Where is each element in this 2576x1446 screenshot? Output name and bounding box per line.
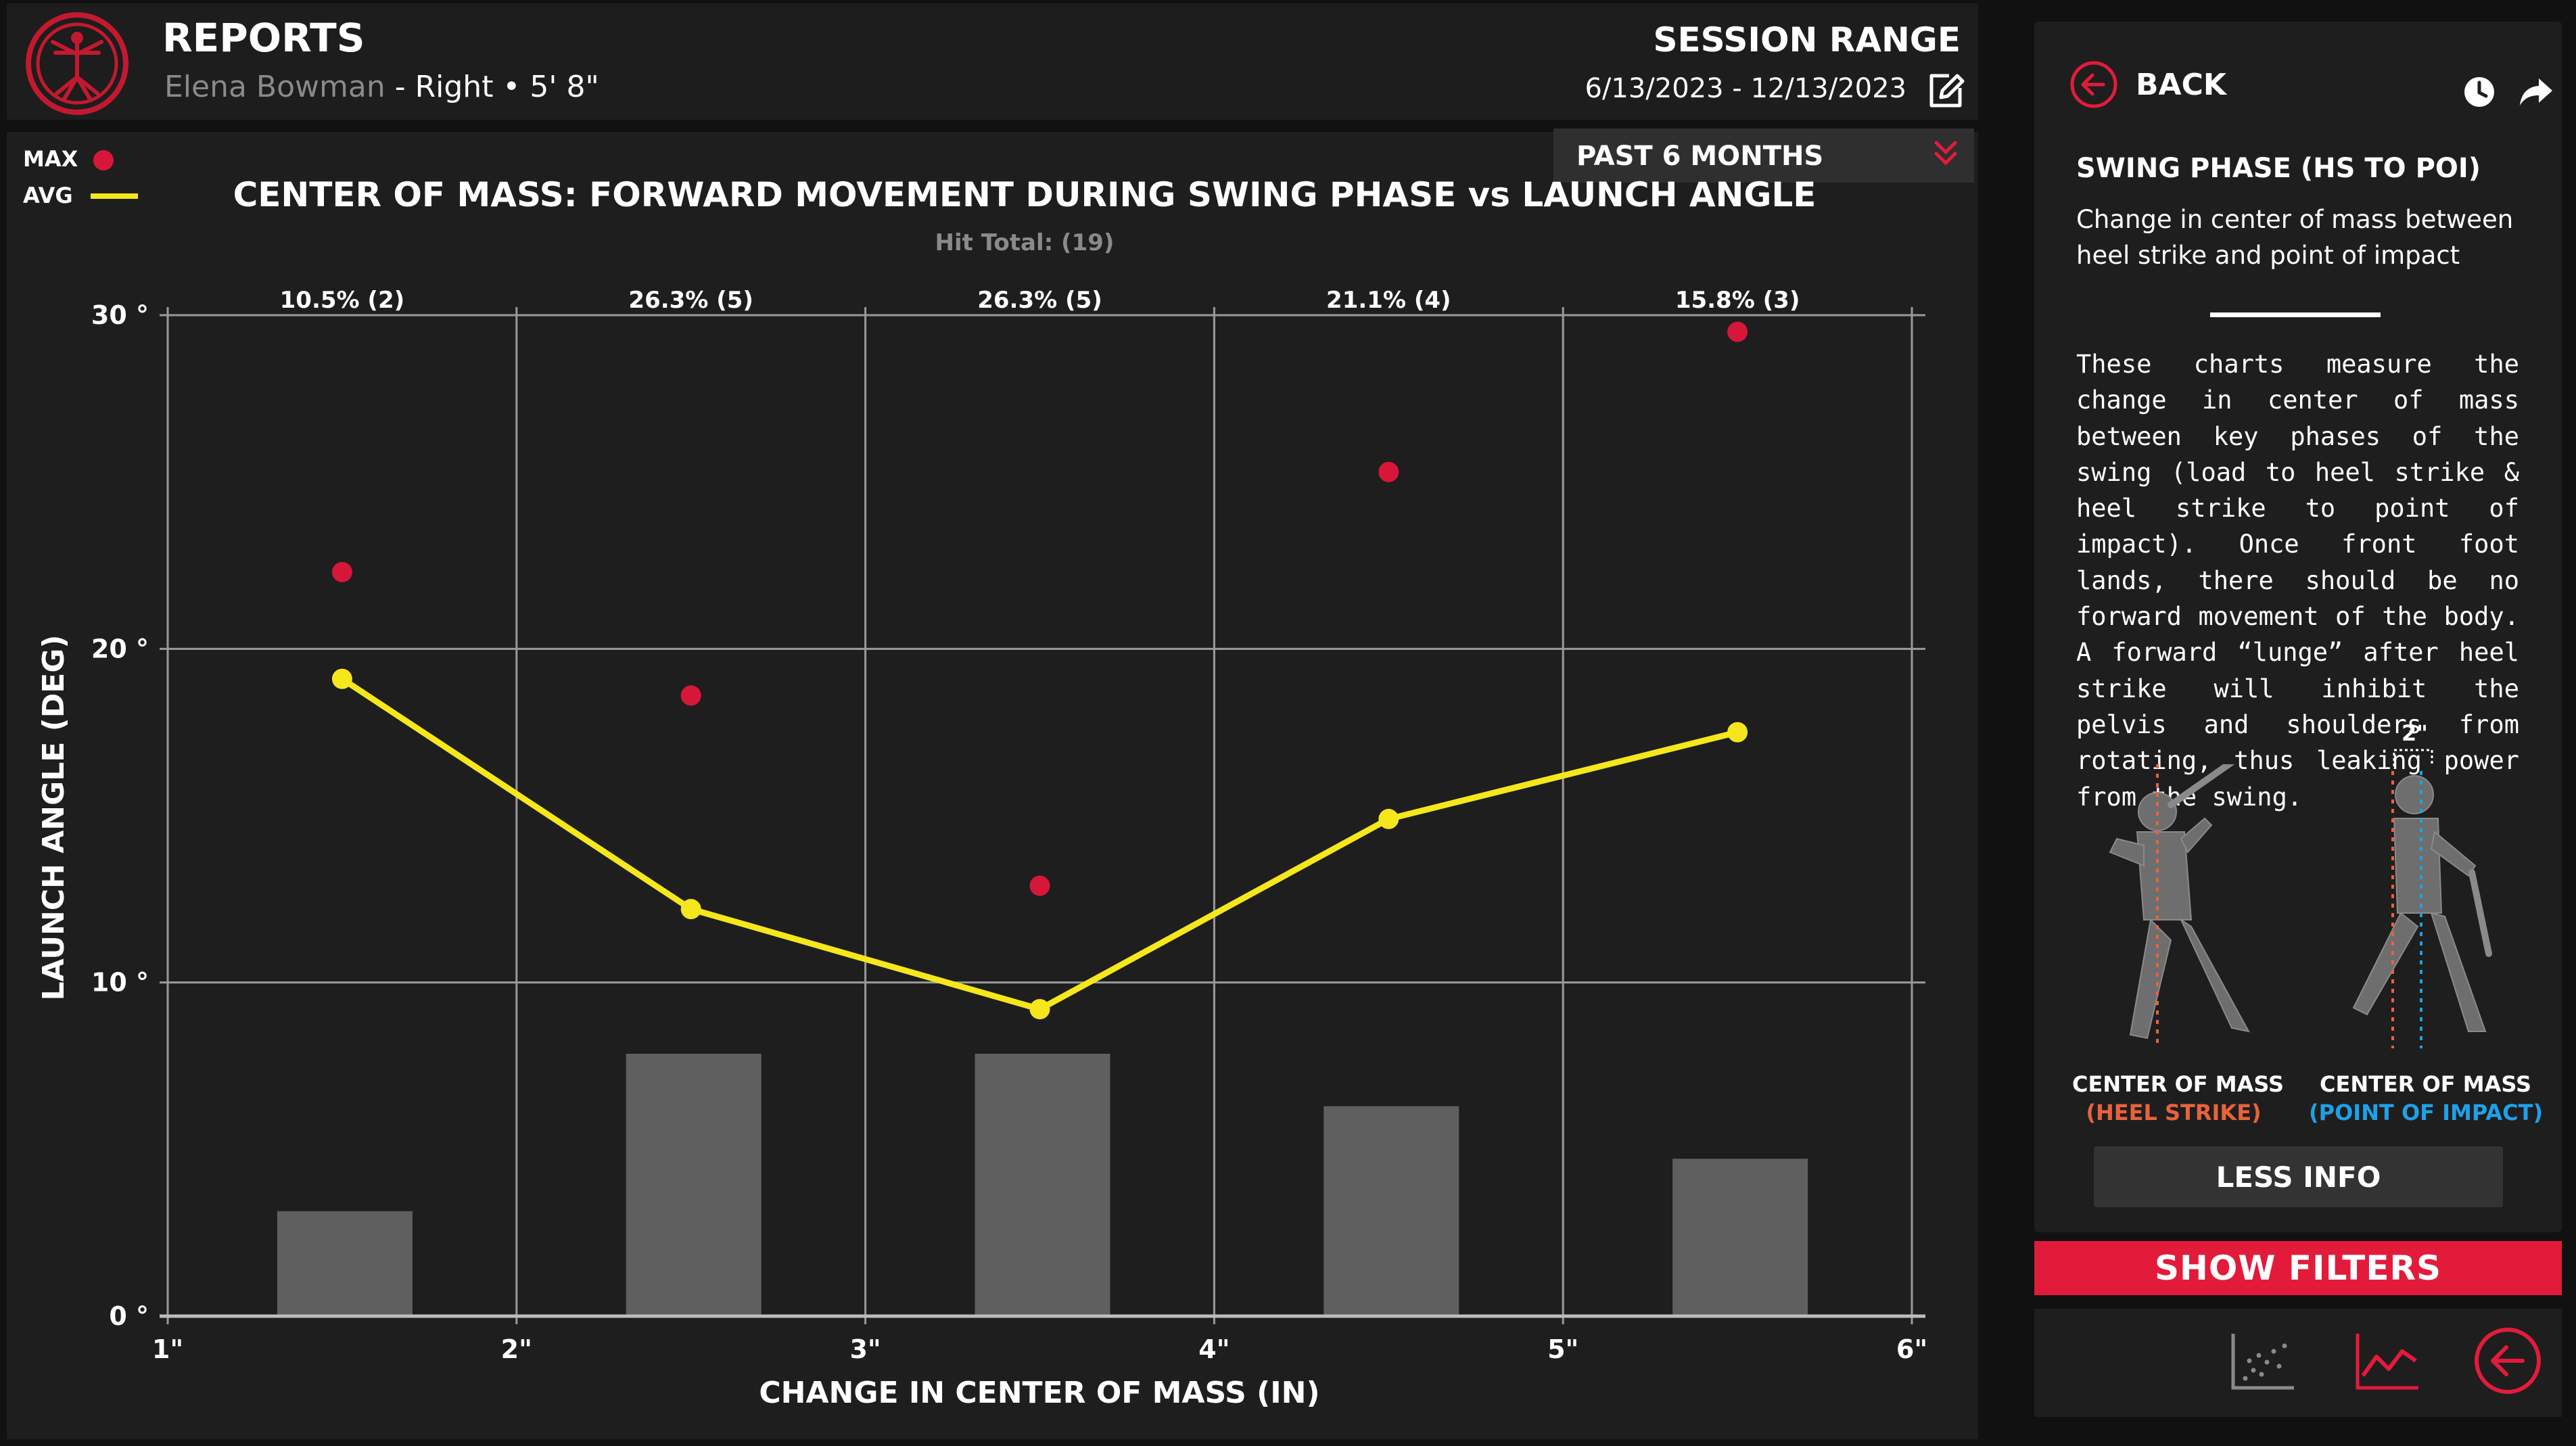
launch-angle-chart: CENTER OF MASS: FORWARD MOVEMENT DURING … xyxy=(37,175,1927,1410)
bin-percent-label: 26.3% (5) xyxy=(977,287,1102,314)
page-title: REPORTS xyxy=(162,15,365,61)
header-bar xyxy=(7,3,1978,120)
avg-point xyxy=(680,899,701,920)
less-info-button[interactable]: LESS INFO xyxy=(2094,1146,2503,1207)
avg-point xyxy=(331,668,352,689)
clock-icon[interactable] xyxy=(2462,74,2497,110)
offset-label: 2" xyxy=(2402,720,2428,746)
max-point xyxy=(1727,321,1748,342)
max-point xyxy=(331,561,352,582)
y-tick-label: 10 ° xyxy=(91,968,149,998)
swing-phase-title: SWING PHASE (HS TO POI) xyxy=(2076,153,2481,184)
legend-avg-label: AVG xyxy=(23,183,73,208)
section-divider xyxy=(2210,312,2381,317)
share-arrow-icon[interactable] xyxy=(2517,74,2555,110)
back-button[interactable]: BACK xyxy=(2068,55,2230,110)
bin-percent-label: 10.5% (2) xyxy=(280,287,405,314)
x-tick-label: 4" xyxy=(1198,1334,1230,1364)
hit-count-bar xyxy=(626,1054,762,1316)
heel-strike-label-sub: (HEEL STRIKE) xyxy=(2086,1100,2262,1125)
back-label: BACK xyxy=(2136,68,2226,102)
avg-point xyxy=(1727,722,1748,743)
x-axis-label: CHANGE IN CENTER OF MASS (IN) xyxy=(759,1376,1319,1410)
avg-point xyxy=(1378,808,1399,829)
offset-bracket xyxy=(2393,749,2433,766)
avg-series-line xyxy=(340,676,1739,1012)
heel-strike-label-title: CENTER OF MASS xyxy=(2072,1071,2285,1097)
player-info-line: Elena Bowman - Right • 5' 8" xyxy=(164,70,599,104)
point-of-impact-label-sub: (POINT OF IMPACT) xyxy=(2309,1100,2544,1125)
range-dropdown-value: PAST 6 MONTHS xyxy=(1576,141,1824,172)
point-of-impact-label: CENTER OF MASS (POINT OF IMPACT) xyxy=(2309,1070,2544,1127)
hit-count-bar xyxy=(277,1211,413,1316)
x-tick-label: 2" xyxy=(501,1334,532,1364)
session-range-label: SESSION RANGE xyxy=(1653,20,1961,60)
bin-percent-label: 21.1% (4) xyxy=(1326,287,1451,314)
bin-percent-label: 15.8% (3) xyxy=(1675,287,1800,314)
hit-count-bar xyxy=(1324,1106,1459,1316)
hit-count-bar xyxy=(975,1054,1110,1316)
vitruvian-logo-icon xyxy=(26,12,128,115)
scatter-plot-icon[interactable] xyxy=(2229,1331,2297,1392)
bin-percent-label: 26.3% (5) xyxy=(628,287,753,314)
y-tick-label: 30 ° xyxy=(91,300,149,330)
legend-avg-line xyxy=(91,193,138,199)
batter-point-of-impact-figure xyxy=(2352,771,2492,1048)
info-description: These charts measure the change in cente… xyxy=(2076,350,2519,812)
player-name: Elena Bowman xyxy=(164,70,385,104)
back-arrow-circle-icon[interactable] xyxy=(2473,1326,2543,1396)
point-of-impact-label-title: CENTER OF MASS xyxy=(2319,1071,2532,1097)
legend-max-label: MAX xyxy=(23,146,78,172)
chevron-down-double-icon xyxy=(1934,141,1957,166)
legend-max-dot xyxy=(93,150,114,170)
show-filters-button[interactable]: SHOW FILTERS xyxy=(2034,1241,2562,1295)
y-tick-label: 0 ° xyxy=(109,1301,149,1331)
chart-subtitle: Hit Total: (19) xyxy=(935,229,1115,256)
x-tick-label: 3" xyxy=(849,1334,881,1364)
player-details: - Right • 5' 8" xyxy=(385,70,599,104)
line-chart-icon[interactable] xyxy=(2353,1331,2421,1392)
x-tick-label: 6" xyxy=(1896,1334,1927,1364)
max-point xyxy=(1378,461,1399,482)
heel-strike-label: CENTER OF MASS (HEEL STRIKE) xyxy=(2072,1070,2285,1127)
y-tick-label: 20 ° xyxy=(91,634,149,663)
edit-icon[interactable] xyxy=(1925,70,1967,112)
avg-point xyxy=(1029,999,1050,1020)
batter-heel-strike-figure xyxy=(2109,764,2250,1048)
hit-count-bar xyxy=(1672,1159,1808,1316)
range-dropdown[interactable]: PAST 6 MONTHS xyxy=(1553,129,1974,183)
chart-title: CENTER OF MASS: FORWARD MOVEMENT DURING … xyxy=(233,175,1817,214)
swing-phase-subtitle: Change in center of mass between heel st… xyxy=(2076,205,2514,270)
max-point xyxy=(1029,875,1050,896)
x-tick-label: 5" xyxy=(1547,1334,1578,1364)
view-toolbar xyxy=(2034,1309,2562,1417)
x-tick-label: 1" xyxy=(152,1334,183,1364)
session-range-dates: 6/13/2023 - 12/13/2023 xyxy=(1585,73,1906,104)
max-point xyxy=(680,685,701,706)
y-axis-label: LAUNCH ANGLE (DEG) xyxy=(37,634,71,1000)
back-arrow-circle-icon xyxy=(2070,61,2117,108)
